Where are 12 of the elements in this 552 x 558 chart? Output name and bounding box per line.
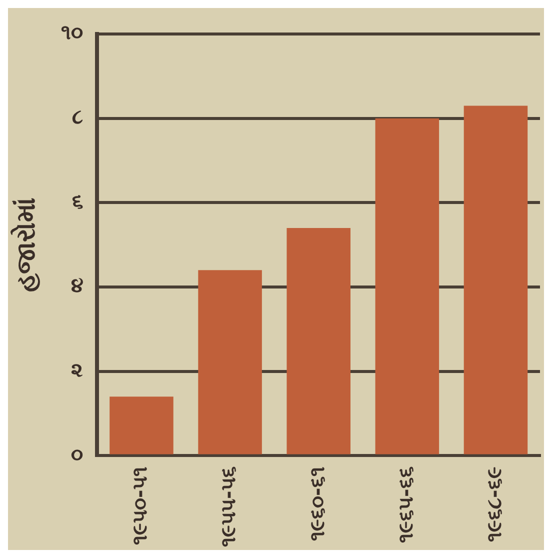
y-tick-label: ૮ <box>72 104 84 129</box>
y-tick-label: ૧૦ <box>61 20 84 44</box>
x-tick-label: ૧૯૬૦-૬૧ <box>304 466 329 542</box>
y-tick-label: ૪ <box>71 273 84 298</box>
x-tick-label: ૧૯૫૦-૫૧ <box>128 466 152 546</box>
y-tick-label: ૦ <box>71 442 84 466</box>
x-tick-label: ૧૯૫૫-૫૬ <box>216 466 240 548</box>
y-axis-title: હજારોમાં <box>10 198 42 292</box>
y-tick-label: ૨ <box>71 358 84 382</box>
x-tick-label: ૧૯૬૫-૬૬ <box>393 466 418 544</box>
y-tick-label: ૬ <box>72 188 84 213</box>
x-tick-label: ૧૯૬૮-૬૯ <box>482 466 506 542</box>
